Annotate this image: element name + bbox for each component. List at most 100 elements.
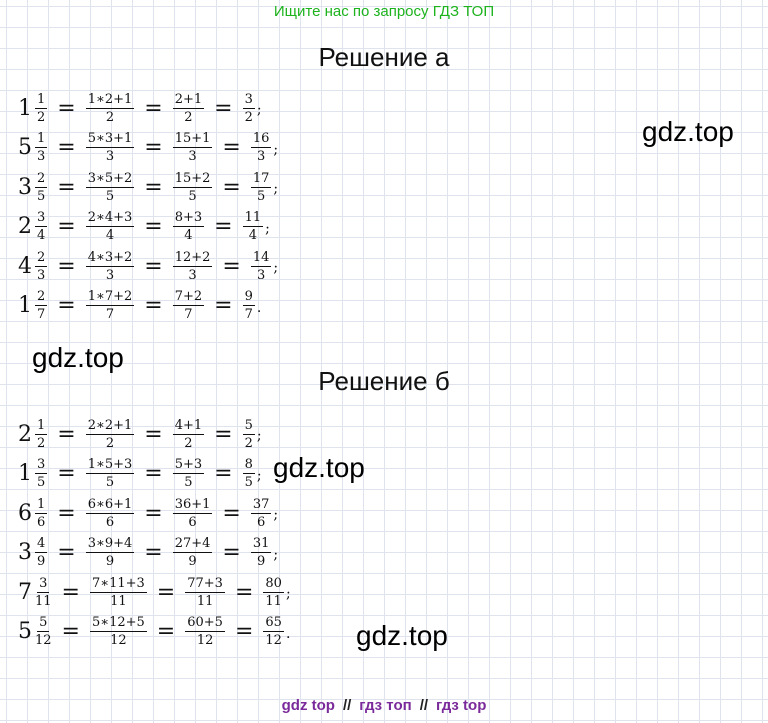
whole-part: 7 <box>18 579 32 605</box>
denominator: 5 <box>188 188 197 204</box>
numerator: 2 <box>35 289 48 306</box>
step-fraction: 15+1 3 <box>171 131 215 164</box>
numerator: 7∗11+3 <box>89 575 147 593</box>
equation-row: 1 3 5 = 1∗5+3 5 = 5+3 5 = 8 5; <box>18 452 262 496</box>
equation-row: 2 1 2 = 2∗2+1 2 = 4+1 2 = 5 2; <box>18 412 262 456</box>
denominator: 9 <box>37 554 46 569</box>
punctuation: ; <box>285 586 291 602</box>
numerator: 2+1 <box>172 91 205 109</box>
numerator: 1∗5+3 <box>85 457 135 474</box>
numerator: 3∗9+4 <box>85 536 135 553</box>
denominator: 3 <box>37 267 46 283</box>
whole-part: 3 <box>18 174 32 200</box>
numerator: 4∗3+2 <box>85 249 135 267</box>
step-fraction: 2∗2+1 2 <box>84 418 137 451</box>
step-fraction: 60+5 12 <box>183 615 227 648</box>
bottom-banner-separator: // <box>419 697 429 714</box>
equals-sign: = <box>57 135 76 160</box>
denominator: 2 <box>244 109 253 125</box>
denominator: 2 <box>37 435 46 451</box>
equals-sign: = <box>144 421 163 447</box>
denominator: 9 <box>188 554 197 569</box>
watermark: gdz.top <box>273 452 365 483</box>
bottom-banner-link-3[interactable]: гдз top <box>436 697 487 714</box>
equals-sign: = <box>222 500 241 526</box>
denominator: 2 <box>184 109 193 125</box>
numerator: 3 <box>37 575 50 593</box>
mixed-fraction-part: 5 12 <box>33 615 54 648</box>
numerator: 1 <box>35 496 48 514</box>
equation-row: 5 1 3 = 5∗3+1 3 = 15+1 3 = 16 3; <box>18 126 278 170</box>
numerator: 9 <box>242 289 255 306</box>
equals-sign: = <box>222 253 241 279</box>
whole-part: 1 <box>18 293 32 318</box>
numerator: 2∗2+1 <box>85 417 135 435</box>
equals-sign: = <box>57 461 76 486</box>
equation-row: 5 5 12 = 5∗12+5 12 = 60+5 12 = 65 12. <box>18 610 290 654</box>
watermark: gdz.top <box>32 342 124 373</box>
denominator: 11 <box>110 593 127 609</box>
equals-sign: = <box>144 293 163 318</box>
equals-sign: = <box>144 500 163 526</box>
numerator: 11 <box>242 210 264 227</box>
numerator: 31 <box>250 536 272 553</box>
result-fraction: 65 12 <box>261 615 286 648</box>
equals-sign: = <box>144 214 163 239</box>
whole-part: 6 <box>18 500 32 526</box>
denominator: 7 <box>37 307 46 322</box>
denominator: 11 <box>35 593 52 609</box>
step-fraction: 7∗11+3 11 <box>88 576 149 609</box>
numerator: 17 <box>250 170 272 188</box>
numerator: 5 <box>37 615 50 632</box>
denominator: 7 <box>244 307 253 322</box>
numerator: 3 <box>35 210 48 227</box>
step-fraction: 5∗12+5 12 <box>88 615 149 648</box>
denominator: 9 <box>105 554 115 569</box>
numerator: 1∗2+1 <box>85 91 135 109</box>
numerator: 3∗5+2 <box>85 170 135 188</box>
numerator: 37 <box>250 496 272 514</box>
numerator: 77+3 <box>185 575 225 593</box>
numerator: 5∗3+1 <box>85 131 135 148</box>
denominator: 5 <box>244 475 253 490</box>
numerator: 65 <box>263 615 284 632</box>
equation-row: 4 2 3 = 4∗3+2 3 = 12+2 3 = 14 3; <box>18 244 278 288</box>
denominator: 11 <box>265 593 282 609</box>
numerator: 5∗12+5 <box>89 615 147 632</box>
punctuation: ; <box>273 260 279 276</box>
numerator: 7+2 <box>172 289 205 306</box>
bottom-banner-link-1[interactable]: gdz top <box>281 697 335 714</box>
denominator: 5 <box>37 188 46 204</box>
punctuation: ; <box>273 546 279 563</box>
whole-part: 2 <box>18 421 32 447</box>
equals-sign: = <box>222 135 241 160</box>
denominator: 12 <box>110 633 127 648</box>
numerator: 15+2 <box>172 170 213 188</box>
result-fraction: 31 9 <box>249 536 274 569</box>
numerator: 4+1 <box>172 417 205 435</box>
punctuation: ; <box>256 428 262 444</box>
numerator: 2 <box>35 249 48 267</box>
punctuation: . <box>285 625 291 642</box>
numerator: 8+3 <box>172 210 205 227</box>
result-fraction: 14 3 <box>249 250 274 283</box>
denominator: 5 <box>256 188 266 204</box>
numerator: 1∗7+2 <box>85 289 135 306</box>
punctuation: ; <box>265 220 270 237</box>
step-fraction: 7+2 7 <box>171 289 206 322</box>
equals-sign: = <box>57 214 76 239</box>
equals-sign: = <box>214 214 233 239</box>
step-fraction: 8+3 4 <box>171 210 206 243</box>
numerator: 6∗6+1 <box>85 496 135 514</box>
denominator: 3 <box>105 149 115 164</box>
result-fraction: 16 3 <box>249 131 274 164</box>
numerator: 14 <box>250 249 272 267</box>
bottom-banner-link-2[interactable]: гдз топ <box>359 697 412 714</box>
denominator: 7 <box>184 307 193 322</box>
numerator: 1 <box>35 417 48 435</box>
result-fraction: 80 11 <box>261 576 286 609</box>
mixed-fraction-part: 3 11 <box>33 576 54 609</box>
